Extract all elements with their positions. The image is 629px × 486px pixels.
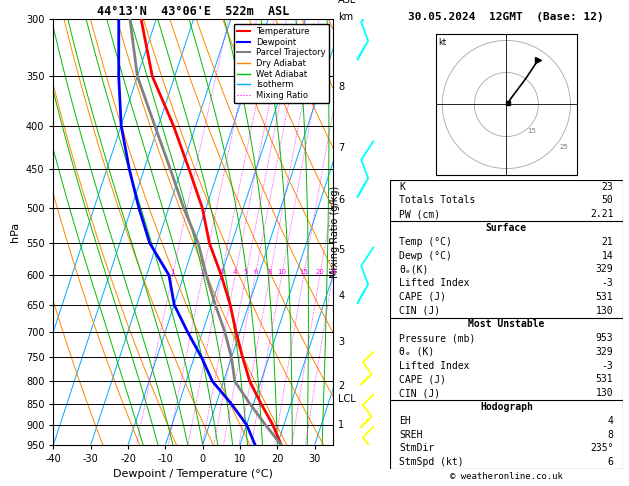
Text: 5: 5 xyxy=(244,269,248,275)
Text: StmDir: StmDir xyxy=(399,443,435,453)
Text: 15: 15 xyxy=(528,128,537,134)
Legend: Temperature, Dewpoint, Parcel Trajectory, Dry Adiabat, Wet Adiabat, Isotherm, Mi: Temperature, Dewpoint, Parcel Trajectory… xyxy=(234,24,329,103)
Text: 5: 5 xyxy=(338,245,344,255)
Text: θₑ(K): θₑ(K) xyxy=(399,264,429,274)
Text: 2.21: 2.21 xyxy=(590,209,613,219)
Text: 130: 130 xyxy=(596,306,613,315)
Text: CAPE (J): CAPE (J) xyxy=(399,375,447,384)
Text: Lifted Index: Lifted Index xyxy=(399,361,470,371)
Text: ASL: ASL xyxy=(338,0,357,5)
Text: 30.05.2024  12GMT  (Base: 12): 30.05.2024 12GMT (Base: 12) xyxy=(408,12,604,22)
Text: 14: 14 xyxy=(602,251,613,260)
Text: 20: 20 xyxy=(316,269,325,275)
Text: 4: 4 xyxy=(608,416,613,426)
Text: 23: 23 xyxy=(602,182,613,191)
Text: 15: 15 xyxy=(299,269,308,275)
Text: Temp (°C): Temp (°C) xyxy=(399,237,452,247)
Title: 44°13'N  43°06'E  522m  ASL: 44°13'N 43°06'E 522m ASL xyxy=(97,5,289,18)
Text: 3: 3 xyxy=(219,269,224,275)
Text: EH: EH xyxy=(399,416,411,426)
Text: StmSpd (kt): StmSpd (kt) xyxy=(399,457,464,467)
Text: 25: 25 xyxy=(328,269,337,275)
Text: 4: 4 xyxy=(338,291,344,301)
Text: 1: 1 xyxy=(170,269,175,275)
Text: CIN (J): CIN (J) xyxy=(399,306,440,315)
Text: θₑ (K): θₑ (K) xyxy=(399,347,435,357)
Text: K: K xyxy=(399,182,405,191)
Text: 21: 21 xyxy=(602,237,613,247)
Text: 6: 6 xyxy=(608,457,613,467)
Text: 1: 1 xyxy=(338,420,344,430)
Text: Dewp (°C): Dewp (°C) xyxy=(399,251,452,260)
Text: 329: 329 xyxy=(596,347,613,357)
Text: Totals Totals: Totals Totals xyxy=(399,195,476,206)
X-axis label: Dewpoint / Temperature (°C): Dewpoint / Temperature (°C) xyxy=(113,469,274,479)
Text: © weatheronline.co.uk: © weatheronline.co.uk xyxy=(450,472,563,481)
Y-axis label: hPa: hPa xyxy=(10,222,20,242)
Text: 8: 8 xyxy=(338,82,344,92)
Text: kt: kt xyxy=(438,38,447,47)
Text: 130: 130 xyxy=(596,388,613,398)
Text: 6: 6 xyxy=(253,269,257,275)
Text: PW (cm): PW (cm) xyxy=(399,209,440,219)
Text: 4: 4 xyxy=(233,269,237,275)
Text: 8: 8 xyxy=(608,430,613,439)
Text: -3: -3 xyxy=(602,278,613,288)
Text: 329: 329 xyxy=(596,264,613,274)
Text: 50: 50 xyxy=(602,195,613,206)
Text: km: km xyxy=(338,12,353,22)
Text: LCL: LCL xyxy=(338,394,356,404)
Text: 235°: 235° xyxy=(590,443,613,453)
Text: Pressure (mb): Pressure (mb) xyxy=(399,333,476,343)
Text: 7: 7 xyxy=(338,143,344,153)
Text: Mixing Ratio (g/kg): Mixing Ratio (g/kg) xyxy=(330,186,340,278)
Text: 2: 2 xyxy=(201,269,205,275)
Text: CIN (J): CIN (J) xyxy=(399,388,440,398)
Text: 25: 25 xyxy=(560,144,569,150)
Text: 6: 6 xyxy=(338,195,344,206)
Text: SREH: SREH xyxy=(399,430,423,439)
Text: 2: 2 xyxy=(338,381,344,391)
Text: 3: 3 xyxy=(338,337,344,347)
Text: Most Unstable: Most Unstable xyxy=(468,319,545,330)
Text: Lifted Index: Lifted Index xyxy=(399,278,470,288)
Text: 8: 8 xyxy=(268,269,272,275)
Text: -3: -3 xyxy=(602,361,613,371)
Text: Hodograph: Hodograph xyxy=(480,402,533,412)
Text: 531: 531 xyxy=(596,292,613,302)
Text: 953: 953 xyxy=(596,333,613,343)
Text: Surface: Surface xyxy=(486,223,527,233)
Text: 531: 531 xyxy=(596,375,613,384)
Text: 10: 10 xyxy=(277,269,286,275)
Text: CAPE (J): CAPE (J) xyxy=(399,292,447,302)
